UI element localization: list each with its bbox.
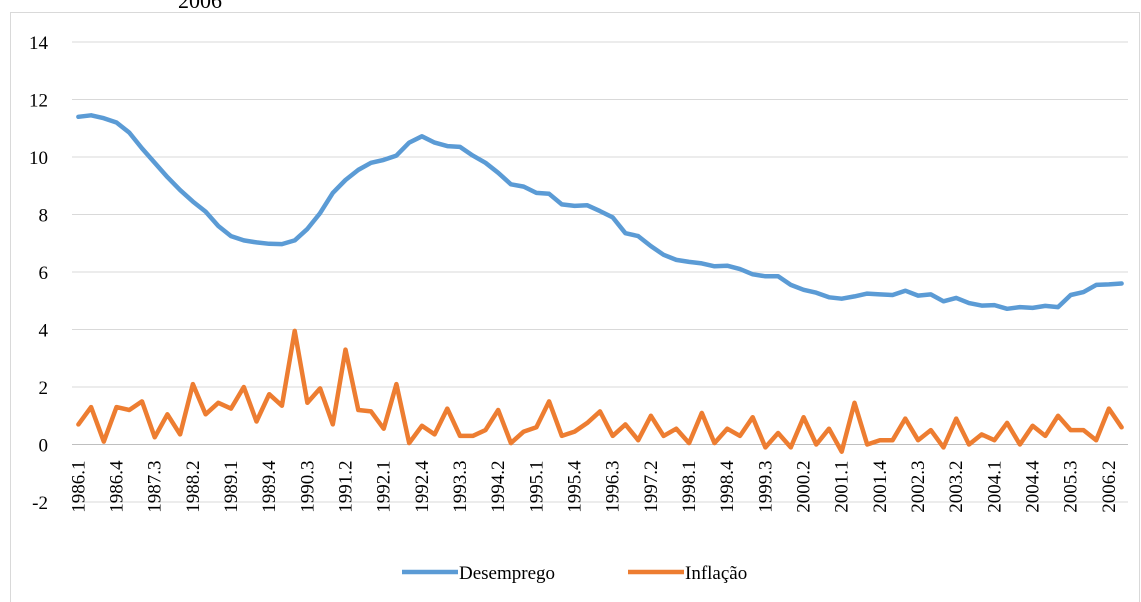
chart-border xyxy=(10,12,1140,602)
x-tick-label: 1988.2 xyxy=(183,461,204,513)
x-tick-label: 1994.2 xyxy=(488,461,509,513)
chart-title: 2006 xyxy=(178,0,222,13)
x-tick-label: 2002.3 xyxy=(908,461,929,513)
x-tick-label: 1993.3 xyxy=(450,461,471,513)
y-tick-label: 6 xyxy=(39,263,49,284)
x-tick-label: 1999.3 xyxy=(755,461,776,513)
x-tick-label: 2006.2 xyxy=(1099,461,1120,513)
x-tick-label: 1987.3 xyxy=(145,461,166,513)
x-tick-label: 1989.1 xyxy=(221,461,242,513)
x-tick-label: 1986.4 xyxy=(107,460,128,513)
x-tick-label: 1991.2 xyxy=(336,461,357,513)
y-tick-label: 8 xyxy=(39,206,49,227)
x-tick-label: 2001.1 xyxy=(832,461,853,513)
x-tick-label: 1992.1 xyxy=(374,461,395,513)
legend-label: Inflação xyxy=(685,563,747,584)
x-tick-label: 1989.4 xyxy=(259,460,280,513)
y-tick-label: 0 xyxy=(39,436,49,457)
x-tick-label: 1995.1 xyxy=(526,461,547,513)
y-tick-label: 14 xyxy=(29,33,49,54)
series-line xyxy=(76,113,1124,312)
x-tick-label: 2005.3 xyxy=(1061,461,1082,513)
series-line xyxy=(76,328,1124,454)
x-tick-label: 1992.4 xyxy=(412,460,433,513)
x-tick-label: 1997.2 xyxy=(641,461,662,513)
x-tick-label: 1986.1 xyxy=(68,461,89,513)
y-tick-label: 12 xyxy=(29,91,48,112)
x-tick-label: 2000.2 xyxy=(794,461,815,513)
x-tick-label: 1990.3 xyxy=(297,461,318,513)
y-tick-label: 2 xyxy=(39,378,49,399)
x-tick-label: 2004.4 xyxy=(1023,460,1044,513)
x-tick-label: 1995.4 xyxy=(565,460,586,513)
x-tick-label: 2001.4 xyxy=(870,460,891,513)
x-tick-label: 1996.3 xyxy=(603,461,624,513)
y-tick-label: 4 xyxy=(39,321,49,342)
x-tick-label: 1998.1 xyxy=(679,461,700,513)
x-tick-label: 2004.1 xyxy=(984,461,1005,513)
legend-label: Desemprego xyxy=(459,563,555,584)
x-tick-label: 2003.2 xyxy=(946,461,967,513)
y-tick-label: -2 xyxy=(32,493,48,514)
y-tick-label: 10 xyxy=(29,148,48,169)
x-tick-label: 1998.4 xyxy=(717,460,738,513)
